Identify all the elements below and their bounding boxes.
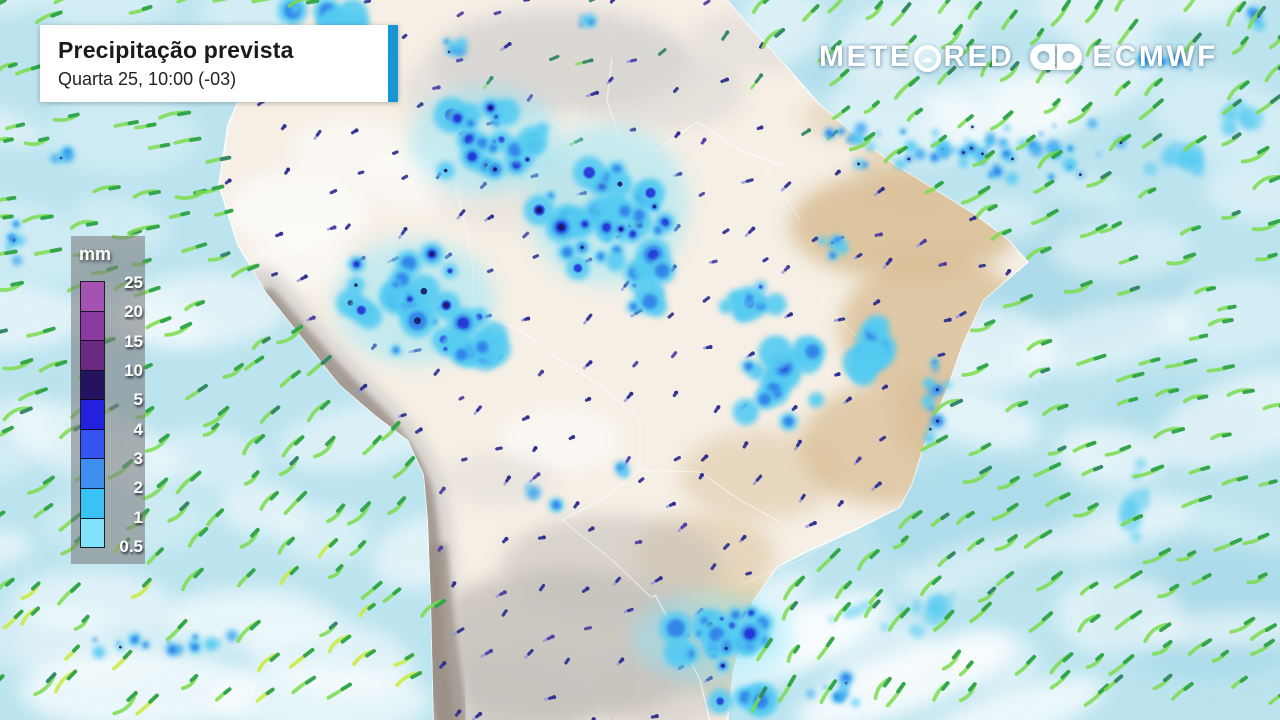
- legend-segment: [81, 488, 104, 519]
- legend-segment: [81, 341, 104, 371]
- legend-label: 3: [133, 449, 143, 468]
- legend-label: 0.5: [119, 537, 143, 556]
- cloud-icon: ☁: [914, 44, 942, 72]
- brand-logo: METE ☁ RED ECMWF: [819, 40, 1218, 74]
- legend-colorbar: [80, 281, 105, 548]
- precipitation-layer: [5, 0, 1266, 717]
- legend-label: 4: [133, 420, 143, 439]
- legend-label: 1: [133, 508, 143, 527]
- brand-text-left: METE: [819, 40, 913, 73]
- precipitation-legend: mm 25 20 15 10 5 4 3 2 1 0.5: [71, 236, 145, 564]
- legend-segment: [81, 370, 104, 401]
- legend-label: 20: [124, 302, 143, 321]
- title-card: Precipitação prevista Quarta 25, 10:00 (…: [40, 25, 398, 102]
- legend-unit: mm: [79, 244, 112, 264]
- legend-segment: [81, 429, 104, 460]
- legend-segment: [81, 459, 104, 489]
- ecmwf-logo-icon: [1030, 44, 1083, 70]
- legend-label: 10: [124, 361, 143, 380]
- map-datetime: Quarta 25, 10:00 (-03): [58, 69, 237, 89]
- brand-text-right: RED: [943, 40, 1015, 73]
- legend-label: 5: [133, 390, 143, 409]
- legend-segment: [81, 518, 104, 548]
- legend-label: 2: [133, 478, 143, 497]
- title-accent-bar: [388, 25, 398, 102]
- legend-label: 25: [124, 273, 143, 292]
- partner-text: ECMWF: [1092, 40, 1218, 73]
- legend-segment: [81, 282, 104, 312]
- legend-segment: [81, 400, 104, 430]
- legend-segment: [81, 311, 104, 342]
- map-title: Precipitação prevista: [58, 37, 294, 63]
- legend-label: 15: [124, 332, 143, 351]
